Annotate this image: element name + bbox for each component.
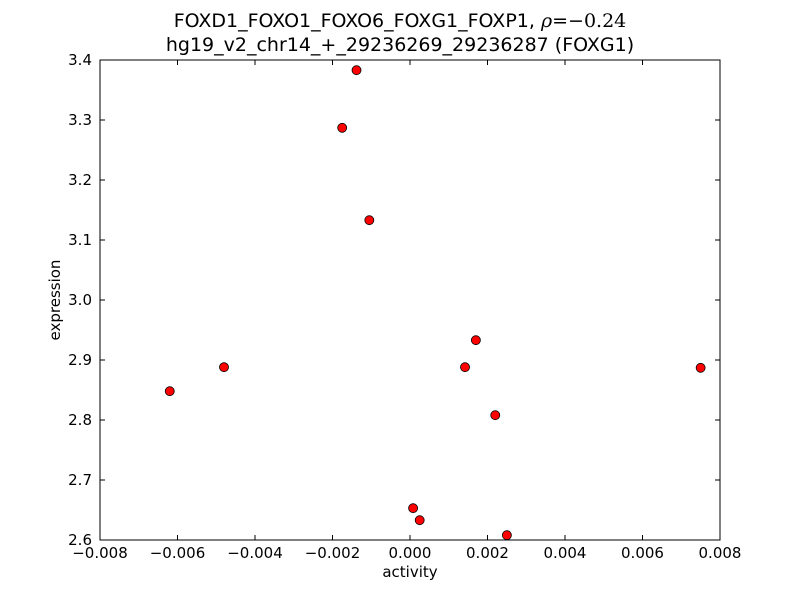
plot-frame: [99, 59, 721, 541]
y-tick-label: 3.4: [68, 51, 92, 69]
data-point: [219, 362, 229, 373]
y-tick-label: 3.1: [68, 231, 92, 249]
data-points: [164, 65, 706, 541]
x-tick-label: 0.002: [466, 544, 509, 562]
x-tick-label: −0.006: [150, 544, 206, 562]
chart-subtitle: hg19_v2_chr14_+_29236269_29236287 (FOXG1…: [165, 34, 635, 56]
axis-ticks: −0.008 −0.006 −0.004 −0.002 0.000 0.002 0.004 0…: [68, 51, 741, 562]
data-point: [695, 362, 706, 373]
x-tick-label: −0.008: [72, 544, 128, 562]
chart-title-text: FOXD1_FOXO1_FOXO6_FOXG1_FOXP1,: [173, 10, 535, 32]
y-tick-label: 2.7: [68, 471, 92, 489]
y-axis-label: expression: [46, 260, 64, 341]
rho-symbol: ρ: [540, 10, 553, 32]
y-tick-label: 3.3: [68, 111, 92, 129]
data-point: [164, 386, 175, 397]
data-point: [470, 335, 481, 346]
chart-title: FOXD1_FOXO1_FOXO6_FOXG1_FOXP1, ρ=−0.24: [0, 10, 800, 32]
x-tick-label: 0.004: [544, 544, 587, 562]
x-tick-label: −0.002: [305, 544, 361, 562]
data-point: [490, 410, 501, 421]
data-point: [351, 65, 362, 76]
x-axis-label: activity: [382, 563, 437, 581]
data-point: [414, 515, 425, 526]
x-tick-label: −0.004: [227, 544, 283, 562]
data-point: [460, 362, 470, 373]
x-tick-label: 0.008: [699, 544, 742, 562]
x-tick-label: 0.000: [389, 544, 432, 562]
y-tick-label: 2.9: [68, 351, 92, 369]
x-tick-label: 0.006: [621, 544, 664, 562]
data-point: [364, 215, 375, 226]
y-tick-label: 3.0: [68, 291, 92, 309]
data-point: [337, 122, 348, 133]
y-tick-label: 2.8: [68, 411, 92, 429]
data-point: [408, 503, 419, 514]
y-tick-label: 2.6: [68, 531, 92, 549]
data-point: [501, 530, 512, 541]
y-tick-label: 3.2: [68, 171, 92, 189]
rho-value: =−0.24: [552, 10, 627, 32]
